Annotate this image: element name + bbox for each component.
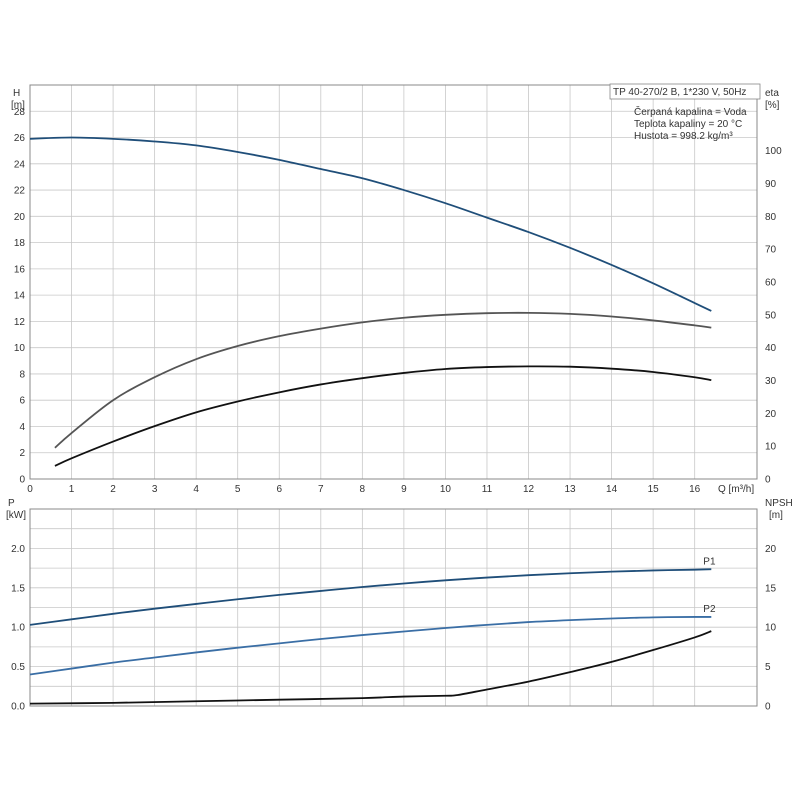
y-tick-label-left: 2.0 <box>11 544 25 555</box>
x-tick-label: 9 <box>401 484 407 495</box>
y-tick-label-left: 1.5 <box>11 583 25 594</box>
y-tick-label-right: 20 <box>765 409 777 420</box>
y-tick-label-left: 18 <box>14 238 26 249</box>
y-tick-label-left: 26 <box>14 133 26 144</box>
y-tick-label-right: 80 <box>765 212 777 223</box>
y-tick-label-right: 0 <box>765 702 771 713</box>
y-axis-label: P <box>8 498 15 509</box>
x-tick-label: 14 <box>606 484 618 495</box>
info-box <box>609 83 761 100</box>
x-tick-label: 12 <box>523 484 535 495</box>
info-line: Hustota = 998.2 kg/m³ <box>634 131 733 142</box>
y-tick-label-left: 16 <box>14 264 26 275</box>
y-tick-label-right: 5 <box>765 662 771 673</box>
y-tick-label-left: 8 <box>19 369 25 380</box>
info-title: TP 40-270/2 B, 1*230 V, 50Hz <box>613 87 746 98</box>
y-tick-label-right: 90 <box>765 179 777 190</box>
x-tick-label: 3 <box>152 484 158 495</box>
y-tick-label-left: 0.5 <box>11 662 25 673</box>
y-tick-label-right: 30 <box>765 376 777 387</box>
x-tick-label: 7 <box>318 484 324 495</box>
info-line: Čerpaná kapalina = Voda <box>634 105 747 118</box>
upper-series-0-line <box>29 136 712 312</box>
y-tick-label-right: 15 <box>765 583 777 594</box>
text-layer: 0 1 2 3 4 5 6 7 8 9 10 11 12 13 14 15 160246810121416182… <box>6 87 793 713</box>
y-tick-label-right: 40 <box>765 343 777 354</box>
y-tick-label-right: 0 <box>765 475 771 486</box>
y-tick-label-left: 10 <box>14 343 26 354</box>
y-tick-label-left: 14 <box>14 291 26 302</box>
y-tick-label-left: 28 <box>14 107 26 118</box>
y2-axis-label: eta <box>765 88 779 99</box>
x-tick-label: 16 <box>689 484 701 495</box>
x-tick-label: 8 <box>360 484 366 495</box>
y-tick-label-right: 50 <box>765 310 777 321</box>
y-tick-label-left: 4 <box>19 422 25 433</box>
y-tick-label-left: 12 <box>14 317 26 328</box>
x-tick-label: 10 <box>440 484 452 495</box>
y-tick-label-left: 22 <box>14 186 26 197</box>
lower-series-2-line <box>29 630 712 705</box>
y-axis-unit: [m] <box>11 100 25 111</box>
y-tick-label-left: 24 <box>14 159 26 170</box>
y-tick-label-left: 0.0 <box>11 702 25 713</box>
x-tick-label: 13 <box>564 484 576 495</box>
y-tick-label-left: 20 <box>14 212 26 223</box>
lower-series-p1-line <box>29 568 712 626</box>
upper-plot-frame <box>29 84 758 480</box>
series-label-p1: P1 <box>703 556 716 567</box>
series-label-p2: P2 <box>703 604 716 615</box>
y-tick-label-left: 2 <box>19 448 25 459</box>
y-tick-label-left: 0 <box>19 475 25 486</box>
y2-axis-unit: [%] <box>765 100 780 111</box>
frames-layer <box>29 83 761 707</box>
lower-plot-frame <box>29 508 758 707</box>
y-tick-label-right: 70 <box>765 245 777 256</box>
x-tick-label: 0 <box>27 484 33 495</box>
x-tick-label: 2 <box>110 484 116 495</box>
x-tick-label: 6 <box>276 484 282 495</box>
y2-axis-label: NPSH <box>765 498 793 509</box>
y-axis-unit: [kW] <box>6 510 26 521</box>
y-tick-label-left: 6 <box>19 396 25 407</box>
y2-axis-unit: [m] <box>769 510 783 521</box>
y-tick-label-right: 20 <box>765 544 777 555</box>
upper-series-2-line <box>54 365 712 467</box>
x-tick-label: 15 <box>648 484 660 495</box>
x-tick-label: 1 <box>69 484 75 495</box>
upper-series-1-line <box>54 311 712 449</box>
x-tick-label: 11 <box>482 484 493 495</box>
grid-layer <box>29 85 757 707</box>
info-line: Teplota kapaliny = 20 °C <box>634 119 742 130</box>
x-tick-label: 4 <box>193 484 199 495</box>
y-tick-label-left: 1.0 <box>11 623 25 634</box>
series-layer <box>29 136 712 705</box>
lower-series-p2-line <box>29 616 712 676</box>
x-tick-label: 5 <box>235 484 241 495</box>
x-axis-label: Q [m³/h] <box>718 484 754 495</box>
y-tick-label-right: 10 <box>765 442 777 453</box>
y-tick-label-right: 100 <box>765 146 782 157</box>
y-axis-label: H <box>13 88 20 99</box>
y-tick-label-right: 60 <box>765 278 777 289</box>
y-tick-label-right: 10 <box>765 623 777 634</box>
